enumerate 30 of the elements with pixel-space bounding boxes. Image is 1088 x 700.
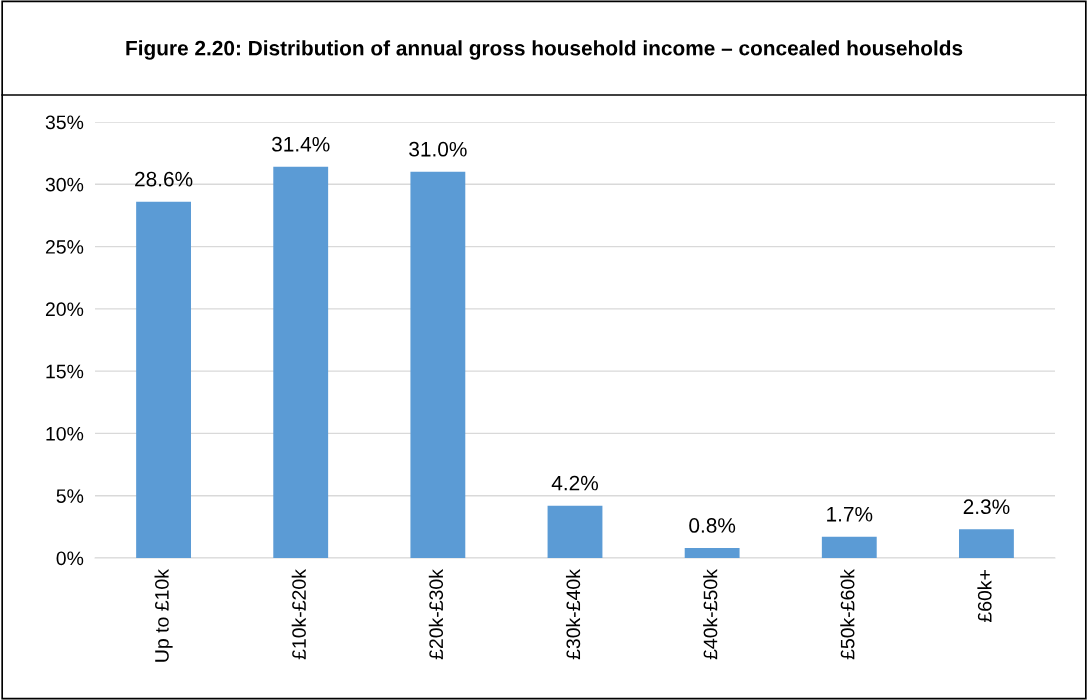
x-tick-label: £10k-£20k (291, 569, 306, 660)
x-tick-label: £30k-£40k (565, 569, 581, 660)
data-label: 4.2% (551, 475, 598, 491)
y-tick-label: 5% (56, 489, 84, 503)
data-label: 0.8% (689, 518, 736, 533)
y-tick-label: 35% (45, 115, 84, 130)
bar (136, 201, 191, 558)
x-tick-label: £50k-£60k (840, 569, 855, 660)
bar (410, 171, 466, 558)
bar (273, 166, 329, 558)
data-label: 28.6% (135, 171, 193, 187)
y-tick-label: 20% (45, 302, 84, 317)
y-tick-label: 30% (45, 177, 84, 192)
bar (547, 505, 603, 558)
data-label: 1.7% (827, 506, 873, 522)
y-tick-label: 10% (46, 426, 84, 441)
data-label: 31.4% (271, 136, 330, 152)
x-tick-label: Up to £10k (154, 569, 173, 662)
x-tick-label: £20k-£30k (428, 569, 444, 660)
bar (821, 536, 877, 558)
bar (684, 548, 740, 558)
x-tick-label: £40k-£50k (703, 569, 718, 660)
chart-title: Figure 2.20: Distribution of annual gross household income – concealed households (126, 40, 963, 60)
y-tick-label: 25% (45, 240, 84, 254)
y-tick-label: 15% (46, 364, 84, 379)
y-tick-label: 0% (56, 551, 84, 566)
data-label: 31.0% (409, 141, 467, 157)
bar (959, 529, 1014, 558)
x-tick-label: £60k+ (977, 570, 992, 623)
data-label: 2.3% (963, 499, 1010, 515)
